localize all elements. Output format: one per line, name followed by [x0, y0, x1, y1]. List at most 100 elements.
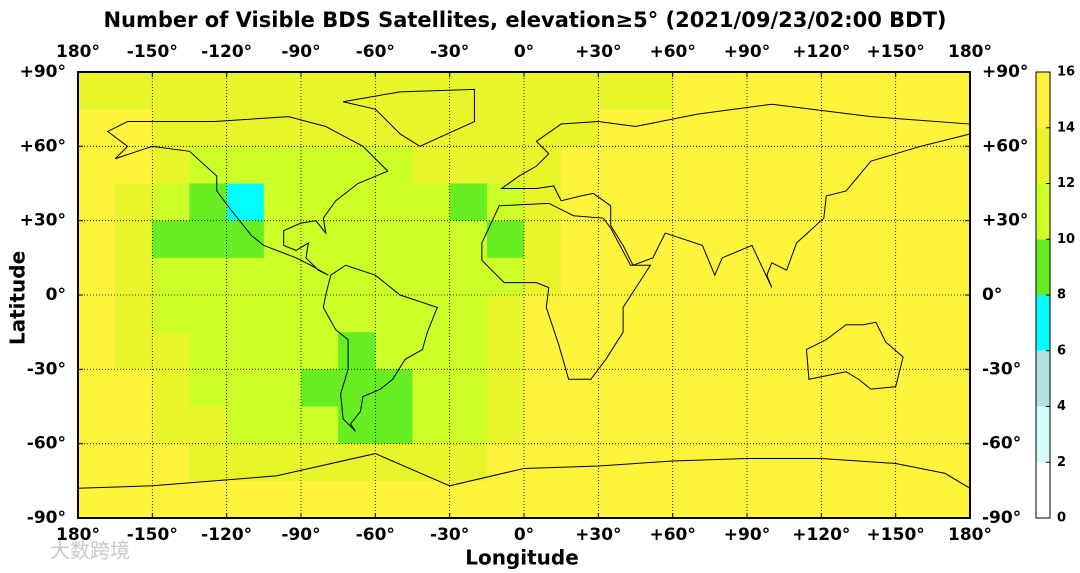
heatmap-cell: [486, 220, 525, 259]
heatmap-cell: [598, 332, 636, 370]
heatmap-cell: [486, 183, 525, 222]
heatmap-cell: [78, 257, 116, 296]
heatmap-cell: [152, 257, 190, 296]
heatmap-cell: [226, 72, 265, 110]
heatmap-cell: [375, 295, 413, 333]
heatmap-cell: [635, 369, 674, 407]
heatmap-cell: [78, 183, 116, 222]
heatmap-cell: [115, 406, 153, 445]
x-tick-label: +30°: [575, 42, 621, 62]
heatmap-cell: [412, 257, 451, 296]
heatmap-cell: [486, 480, 525, 519]
heatmap-cell: [449, 109, 488, 147]
x-tick-label: 180°: [56, 42, 100, 62]
heatmap-cell: [115, 220, 153, 259]
heatmap-cell: [524, 480, 562, 519]
heatmap-cell: [635, 72, 674, 110]
heatmap-cell: [747, 369, 785, 407]
heatmap-cell: [635, 406, 674, 445]
y-tick-label: 0°: [982, 285, 1002, 305]
colorbar-tick-label: 0: [1057, 511, 1066, 526]
heatmap-cell: [672, 406, 711, 445]
heatmap-cell: [932, 332, 971, 370]
heatmap-cell: [635, 109, 674, 147]
heatmap-cell: [449, 183, 488, 222]
heatmap-cell: [709, 109, 748, 147]
heatmap-cell: [635, 183, 674, 222]
heatmap-cell: [301, 480, 339, 519]
heatmap-cell: [895, 72, 934, 110]
heatmap-cell: [561, 443, 599, 482]
heatmap-cell: [747, 72, 785, 110]
heatmap-cell: [375, 332, 413, 370]
coastline: [502, 104, 970, 287]
x-tick-label: -90°: [281, 525, 320, 545]
heatmap-cell: [412, 332, 451, 370]
heatmap-cell: [932, 480, 971, 519]
heatmap-cell: [189, 480, 228, 519]
y-tick-label: -90°: [27, 508, 66, 528]
heatmap-cell: [821, 369, 859, 407]
heatmap-cell: [263, 369, 302, 407]
heatmap-cell: [784, 332, 822, 370]
heatmap-cell: [78, 332, 116, 370]
heatmap-cell: [709, 183, 748, 222]
heatmap-cell: [821, 257, 859, 296]
heatmap-cell: [301, 295, 339, 333]
heatmap-cell: [821, 443, 859, 482]
heatmap-cell: [78, 220, 116, 259]
heatmap-cell: [338, 220, 376, 259]
heatmap-cell: [412, 369, 451, 407]
heatmap-cell: [263, 332, 302, 370]
y-axis-label: Latitude: [6, 251, 30, 345]
heatmap-cell: [412, 183, 451, 222]
heatmap-cell: [375, 406, 413, 445]
y-tick-label: -30°: [27, 359, 66, 379]
heatmap-cell: [78, 295, 116, 333]
heatmap-cell: [932, 72, 971, 110]
heatmap-cell: [226, 332, 265, 370]
heatmap-cell: [449, 443, 488, 482]
heatmap-cell: [784, 480, 822, 519]
heatmap-cell: [152, 332, 190, 370]
heatmap-cell: [858, 406, 897, 445]
heatmap-cell: [858, 257, 897, 296]
heatmap-cell: [78, 72, 116, 110]
heatmap-cell: [189, 109, 228, 147]
heatmap-cell: [486, 72, 525, 110]
heatmap-cell: [784, 406, 822, 445]
colorbar-tick-label: 16: [1057, 65, 1075, 80]
heatmap-cell: [709, 480, 748, 519]
heatmap-cell: [524, 406, 562, 445]
heatmap-cell: [115, 295, 153, 333]
heatmap-cell: [672, 220, 711, 259]
heatmap-cell: [821, 146, 859, 184]
heatmap-cell: [301, 406, 339, 445]
heatmap-cell: [561, 109, 599, 147]
heatmap-cell: [449, 72, 488, 110]
heatmap-cell: [263, 480, 302, 519]
heatmap-cell: [672, 146, 711, 184]
y-tick-label: +60°: [982, 136, 1028, 156]
heatmap-cell: [412, 480, 451, 519]
heatmap-cell: [635, 146, 674, 184]
x-tick-label: +150°: [867, 42, 925, 62]
heatmap-cell: [412, 406, 451, 445]
heatmap-cell: [747, 295, 785, 333]
heatmap-cell: [821, 406, 859, 445]
heatmap-cell: [895, 369, 934, 407]
heatmap-cell: [189, 183, 228, 222]
heatmap-cell: [561, 72, 599, 110]
colorbar-swatch: [1036, 239, 1050, 295]
heatmap-cell: [226, 443, 265, 482]
heatmap-cell: [561, 295, 599, 333]
heatmap-cell: [189, 443, 228, 482]
heatmap-cell: [709, 369, 748, 407]
x-tick-label: 180°: [56, 525, 100, 545]
heatmap-cell: [784, 257, 822, 296]
heatmap-cell: [747, 406, 785, 445]
heatmap-cell: [784, 443, 822, 482]
colorbar-swatch: [1036, 406, 1050, 463]
heatmap-cell: [747, 220, 785, 259]
heatmap-cell: [449, 220, 488, 259]
